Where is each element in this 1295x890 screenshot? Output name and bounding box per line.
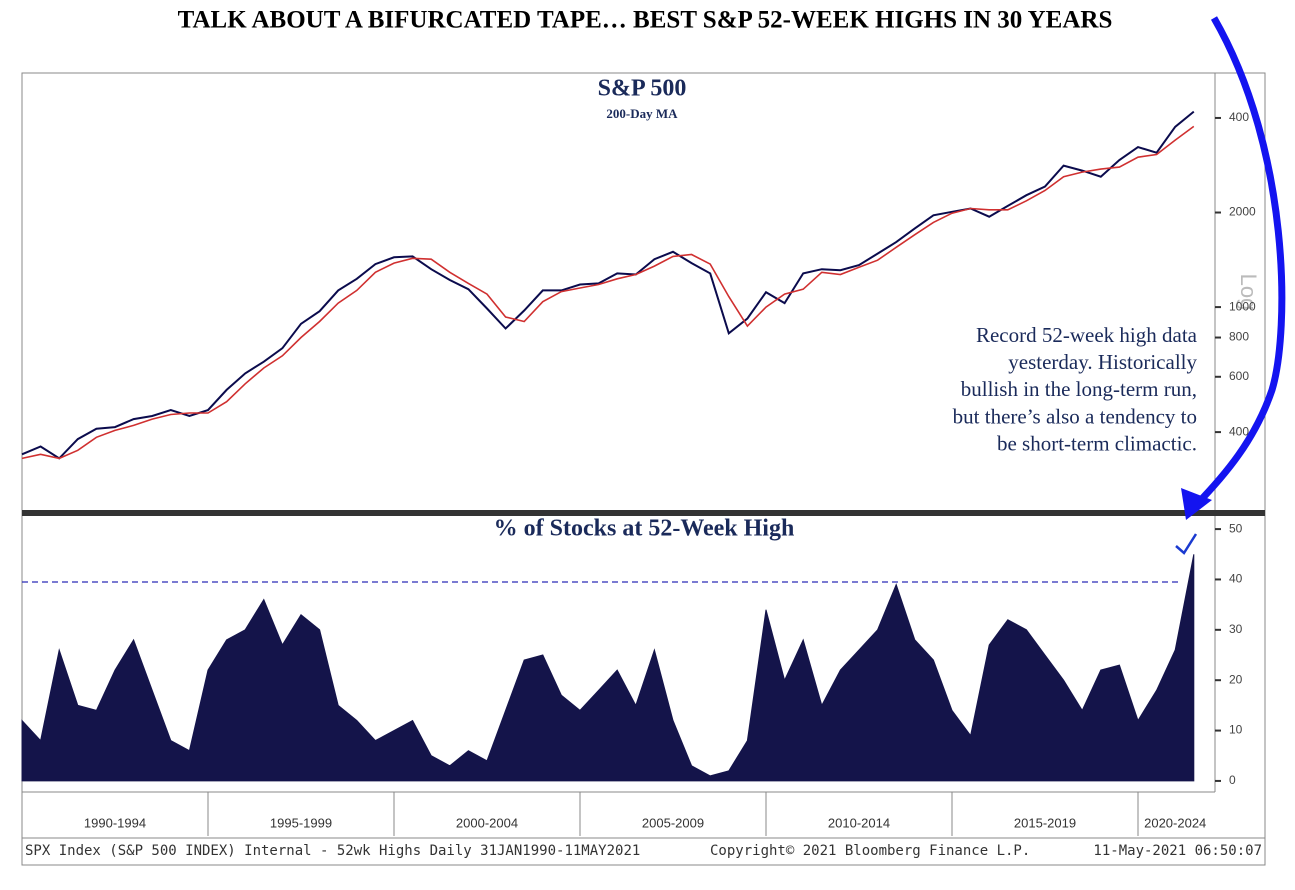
y-tick-label: 20: [1229, 672, 1243, 686]
panel-divider: [22, 510, 1265, 516]
y-tick-label: 400: [1229, 110, 1249, 124]
callout-arrowhead: [1181, 488, 1212, 520]
x-tick-label: 2020-2024: [1144, 815, 1206, 830]
x-tick-label: 2000-2004: [456, 815, 518, 830]
y-tick-label: 10: [1229, 723, 1243, 737]
annotation-line: bullish in the long-term run,: [961, 377, 1197, 401]
annotation-line: Record 52-week high data: [976, 323, 1198, 347]
check-icon: [1175, 533, 1198, 555]
y-tick-label: 400: [1229, 424, 1249, 438]
annotation-line: be short-term climactic.: [997, 432, 1197, 456]
footer-right: 11-May-2021 06:50:07: [1093, 843, 1262, 859]
x-tick-label: 1995-1999: [270, 815, 332, 830]
scale-label: Log: [1236, 274, 1261, 311]
y-tick-label: 800: [1229, 330, 1249, 344]
annotation-line: yesterday. Historically: [1008, 350, 1197, 374]
series-line: [21, 125, 1195, 460]
y-tick-label: 1000: [1229, 299, 1256, 313]
y-tick-label: 30: [1229, 622, 1243, 636]
y-tick-label: 0: [1229, 773, 1236, 787]
x-tick-label: 2010-2014: [828, 815, 890, 830]
area: [21, 554, 1195, 782]
frame: [21, 72, 1266, 866]
y-tick-label: 600: [1229, 369, 1249, 383]
footer-left: SPX Index (S&P 500 INDEX) Internal - 52w…: [25, 843, 640, 859]
callout-arrow: [1193, 16, 1286, 508]
headline: TALK ABOUT A BIFURCATED TAPE… BEST S&P 5…: [178, 7, 1113, 34]
x-tick-label: 2005-2009: [642, 815, 704, 830]
series-line: [21, 110, 1195, 460]
y-tick-label: 50: [1229, 521, 1243, 535]
footer-center: Copyright© 2021 Bloomberg Finance L.P.: [710, 843, 1030, 859]
y-tick-label: 2000: [1229, 205, 1256, 219]
series-title: S&P 500: [598, 76, 687, 102]
series-subtitle: 200-Day MA: [606, 106, 678, 121]
x-tick-label: 2015-2019: [1014, 815, 1076, 830]
annotation-line: but there’s also a tendency to: [953, 404, 1197, 428]
x-tick-label: 1990-1994: [84, 815, 146, 830]
panel-title: % of Stocks at 52-Week High: [494, 516, 795, 542]
y-tick-label: 40: [1229, 572, 1243, 586]
